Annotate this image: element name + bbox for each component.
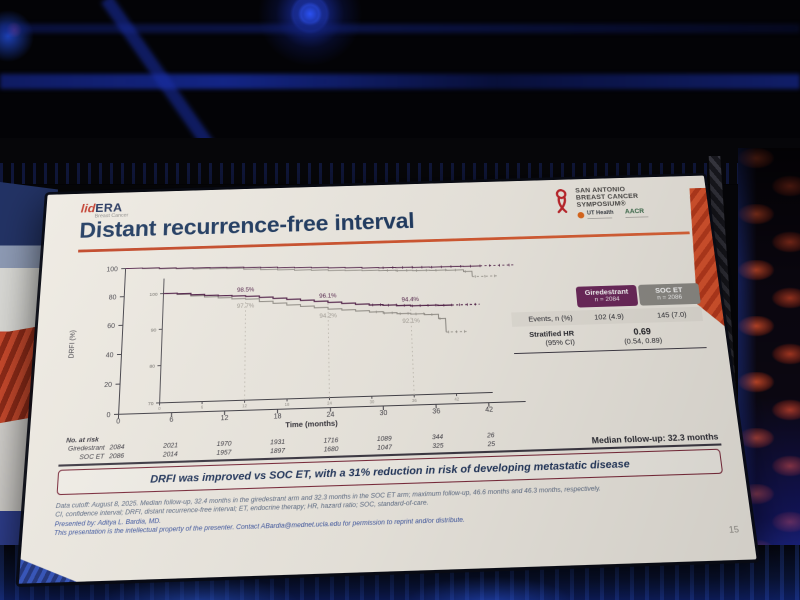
events-soc-et-value: 145 (7.0) <box>656 309 687 320</box>
svg-text:6: 6 <box>169 416 173 424</box>
svg-text:2084: 2084 <box>108 444 125 452</box>
svg-text:Time (months): Time (months) <box>285 418 338 429</box>
results-table: Giredestrant n = 2084 SOC ET n = 2086 Ev… <box>509 283 707 354</box>
soc-et-header-n: n = 2086 <box>656 293 683 301</box>
ut-health-icon <box>577 211 585 219</box>
svg-text:40: 40 <box>105 352 113 359</box>
sabcs-logo-text: SAN ANTONIO BREAST CANCER SYMPOSIUM® UT … <box>575 185 649 220</box>
svg-text:90: 90 <box>151 327 157 333</box>
events-giredestrant-value: 102 (4.9) <box>593 311 625 321</box>
svg-text:12: 12 <box>220 415 228 423</box>
results-table-header: Giredestrant n = 2084 SOC ET n = 2086 <box>509 283 701 309</box>
blue-light-beam <box>0 74 800 89</box>
svg-text:2086: 2086 <box>108 452 125 460</box>
page-number: 15 <box>728 523 740 535</box>
svg-text:18: 18 <box>285 402 291 407</box>
svg-text:1970: 1970 <box>217 440 232 448</box>
partner-logos: UT Health AACR <box>577 208 649 220</box>
svg-text:36: 36 <box>412 398 418 403</box>
hr-row-label2: (95% CI) <box>545 337 576 347</box>
presentation-slide: lidERA Breast Cancer SAN ANTONIO BREAST … <box>18 175 757 584</box>
svg-text:18: 18 <box>274 413 282 421</box>
landmark-guides <box>245 291 415 400</box>
svg-text:97.7%: 97.7% <box>237 303 255 310</box>
ribbon-icon <box>551 187 572 214</box>
ut-health-label: UT Health <box>586 210 614 217</box>
aacr-logo: AACR <box>624 208 649 218</box>
svg-text:26: 26 <box>486 432 495 440</box>
svg-text:30: 30 <box>379 410 387 418</box>
soc-et-header-chip: SOC ET n = 2086 <box>637 283 701 306</box>
svg-text:70: 70 <box>148 401 154 407</box>
svg-text:25: 25 <box>486 441 495 449</box>
svg-text:24: 24 <box>327 411 335 419</box>
slide-edge-graphic-bottom-left <box>19 557 78 583</box>
svg-text:100: 100 <box>106 266 118 273</box>
svg-text:80: 80 <box>109 294 117 301</box>
giredestrant-header-n: n = 2084 <box>594 295 620 303</box>
svg-text:SOC ET: SOC ET <box>79 453 106 461</box>
landmark-labels: 98.5% 96.1% 94.4% 97.7% 94.2% 92.1% <box>237 287 421 325</box>
slide-title: Distant recurrence-free interval <box>78 208 415 244</box>
inset-axes: 70 80 90 100 0 6 12 18 24 30 36 42 <box>148 269 493 411</box>
giredestrant-header-chip: Giredestrant n = 2084 <box>575 284 639 308</box>
svg-text:24: 24 <box>327 400 333 405</box>
hazard-ratio-row: Stratified HR (95% CI) 0.69 (0.54, 0.89) <box>512 322 707 354</box>
svg-text:60: 60 <box>107 323 115 330</box>
svg-text:42: 42 <box>485 406 494 414</box>
svg-text:1957: 1957 <box>216 449 231 457</box>
svg-text:96.1%: 96.1% <box>319 292 337 299</box>
svg-text:1931: 1931 <box>270 439 285 447</box>
svg-text:92.1%: 92.1% <box>402 317 420 324</box>
svg-text:0: 0 <box>106 412 111 419</box>
lidera-logo-prefix: lid <box>80 201 96 216</box>
sabcs-logo: SAN ANTONIO BREAST CANCER SYMPOSIUM® UT … <box>551 184 706 221</box>
svg-text:80: 80 <box>149 364 155 370</box>
svg-text:Giredestrant: Giredestrant <box>68 444 105 453</box>
blue-light-beam <box>0 24 800 33</box>
svg-text:1680: 1680 <box>324 446 339 454</box>
svg-text:0: 0 <box>116 418 121 426</box>
aacr-label: AACR <box>624 208 645 216</box>
svg-text:1897: 1897 <box>270 447 285 455</box>
events-row-label: Events, n (%) <box>527 313 573 323</box>
red-draped-fabric <box>738 148 800 600</box>
svg-text:94.2%: 94.2% <box>319 313 337 320</box>
partner-logo-subtext <box>587 217 613 220</box>
svg-text:30: 30 <box>370 399 376 404</box>
svg-text:325: 325 <box>432 442 444 450</box>
svg-text:0: 0 <box>158 406 161 411</box>
ut-health-logo: UT Health <box>577 210 614 220</box>
svg-text:1089: 1089 <box>377 435 393 443</box>
svg-text:No. at risk: No. at risk <box>66 436 100 445</box>
partner-logo-subtext <box>625 215 649 218</box>
svg-text:42: 42 <box>454 396 460 401</box>
svg-text:36: 36 <box>432 408 440 416</box>
svg-text:DRFI (%): DRFI (%) <box>68 330 77 359</box>
svg-text:6: 6 <box>201 404 204 409</box>
svg-text:98.5%: 98.5% <box>237 287 255 294</box>
svg-text:1047: 1047 <box>377 444 393 452</box>
svg-text:20: 20 <box>104 382 112 389</box>
svg-text:100: 100 <box>149 292 158 298</box>
svg-text:12: 12 <box>242 403 248 408</box>
sabcs-line3: SYMPOSIUM® <box>576 199 627 209</box>
svg-text:1716: 1716 <box>324 437 339 445</box>
svg-text:94.4%: 94.4% <box>401 296 419 303</box>
svg-text:2014: 2014 <box>162 451 179 459</box>
svg-text:344: 344 <box>432 433 444 441</box>
svg-text:2021: 2021 <box>162 442 178 450</box>
